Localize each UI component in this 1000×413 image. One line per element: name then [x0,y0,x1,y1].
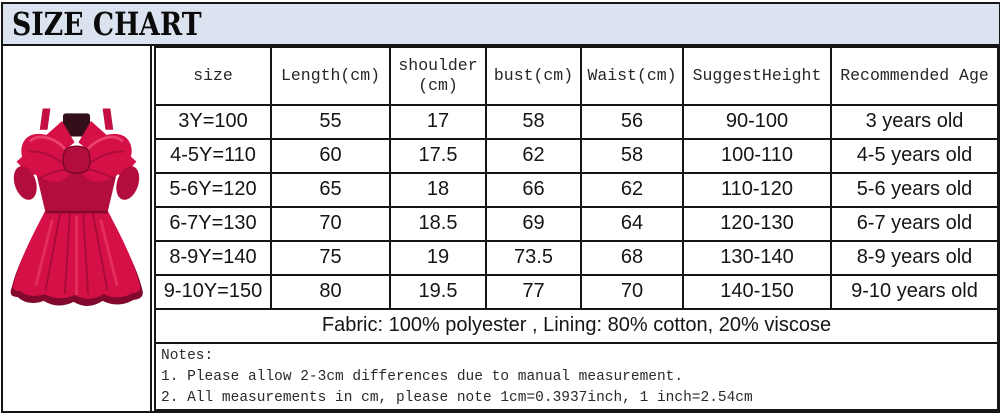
header-waist: Waist(cm) [580,46,684,106]
cell-bust: 69 [485,205,582,242]
cell-shoulder: 19 [389,239,487,276]
cell-age: 3 years old [830,104,999,140]
cell-shoulder: 17 [389,104,487,140]
fabric-row: Fabric: 100% polyester , Lining: 80% cot… [154,307,999,344]
header-recommended-age: Recommended Age [830,46,999,106]
table-row: 3Y=100 55 17 58 56 90-100 3 years old [154,104,999,140]
cell-bust: 73.5 [485,239,582,276]
cell-bust: 77 [485,273,582,310]
dress-strap-left [39,108,51,130]
dress-image [10,108,143,306]
cell-size: 6-7Y=130 [154,205,272,242]
dress-neck-gap [62,113,91,137]
size-table-area: size Length(cm) shoulder (cm) bust(cm) W… [154,46,999,412]
dress-strap-right [102,108,114,130]
cell-bust: 66 [485,171,582,208]
table-row: 9-10Y=150 80 19.5 77 70 140-150 9-10 yea… [154,273,999,310]
cell-age: 6-7 years old [830,205,999,242]
cell-shoulder: 17.5 [389,137,487,174]
cell-waist: 62 [580,171,684,208]
cell-height: 90-100 [682,104,832,140]
note-line-1: 1. Please allow 2-3cm differences due to… [161,368,684,385]
cell-length: 70 [270,205,391,242]
dress-bow-highlights [29,135,124,153]
cell-size: 5-6Y=120 [154,171,272,208]
product-image-cell [3,46,152,411]
cell-height: 130-140 [682,239,832,276]
page-title: SIZE CHART [12,5,202,43]
notes-section: Notes: 1. Please allow 2-3cm differences… [154,341,999,412]
cell-length: 80 [270,273,391,310]
cell-waist: 70 [580,273,684,310]
table-row: 5-6Y=120 65 18 66 62 110-120 5-6 years o… [154,171,999,208]
header-suggest-height: SuggestHeight [682,46,832,106]
header-shoulder: shoulder (cm) [389,46,487,106]
dress-sleeve-right [116,166,140,200]
dress-bow-knot [62,145,91,174]
table-header-row: size Length(cm) shoulder (cm) bust(cm) W… [154,46,999,106]
cell-waist: 64 [580,205,684,242]
cell-length: 55 [270,104,391,140]
table-row: 4-5Y=110 60 17.5 62 58 100-110 4-5 years… [154,137,999,174]
fabric-note: Fabric: 100% polyester , Lining: 80% cot… [154,307,999,344]
cell-size: 4-5Y=110 [154,137,272,174]
cell-length: 60 [270,137,391,174]
dress-pleat-highlights [34,215,119,296]
cell-size: 9-10Y=150 [154,273,272,310]
cell-bust: 62 [485,137,582,174]
cell-bust: 58 [485,104,582,140]
dress-pleats [44,213,109,295]
cell-length: 75 [270,239,391,276]
cell-height: 140-150 [682,273,832,310]
cell-size: 8-9Y=140 [154,239,272,276]
notes-title: Notes: [161,347,214,364]
cell-age: 4-5 years old [830,137,999,174]
cell-age: 9-10 years old [830,273,999,310]
note-line-2: 2. All measurements in cm, please note 1… [161,389,753,406]
header-size: size [154,46,272,106]
table-row: 8-9Y=140 75 19 73.5 68 130-140 8-9 years… [154,239,999,276]
cell-age: 5-6 years old [830,171,999,208]
notes-row: Notes: 1. Please allow 2-3cm differences… [154,341,999,412]
cell-height: 120-130 [682,205,832,242]
cell-waist: 68 [580,239,684,276]
cell-waist: 56 [580,104,684,140]
table-row: 6-7Y=130 70 18.5 69 64 120-130 6-7 years… [154,205,999,242]
cell-shoulder: 18 [389,171,487,208]
cell-age: 8-9 years old [830,239,999,276]
dress-sleeve-left [13,166,37,200]
header-length: Length(cm) [270,46,391,106]
dress-bow-creases [28,150,125,180]
header-bust: bust(cm) [485,46,582,106]
size-table: size Length(cm) shoulder (cm) bust(cm) W… [154,46,999,412]
cell-shoulder: 18.5 [389,205,487,242]
cell-height: 110-120 [682,171,832,208]
title-band: SIZE CHART [3,4,999,46]
cell-height: 100-110 [682,137,832,174]
cell-length: 65 [270,171,391,208]
cell-waist: 58 [580,137,684,174]
cell-size: 3Y=100 [154,104,272,140]
cell-shoulder: 19.5 [389,273,487,310]
